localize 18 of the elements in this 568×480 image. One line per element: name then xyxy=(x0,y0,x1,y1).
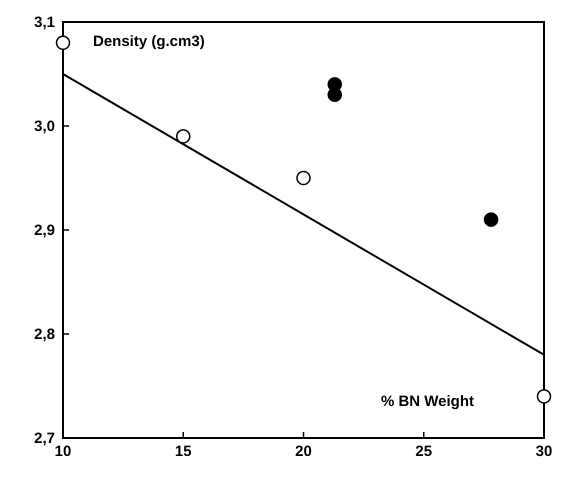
y-axis-title: Density (g.cm3) xyxy=(93,33,205,50)
y-tick-label: 3,0 xyxy=(34,118,55,135)
point xyxy=(56,36,70,50)
x-tick-label: 25 xyxy=(415,443,432,460)
point xyxy=(328,88,342,102)
point xyxy=(536,389,552,404)
y-tick-label: 2,8 xyxy=(34,326,55,343)
x-tick-label: 15 xyxy=(174,443,192,460)
y-tick-label: 3,1 xyxy=(34,14,55,31)
point xyxy=(296,170,311,186)
point xyxy=(176,129,190,144)
x-axis-title: % BN Weight xyxy=(380,393,474,410)
y-tick-label: 2,7 xyxy=(34,430,55,447)
x-tick-label: 30 xyxy=(536,443,552,460)
x-tick-label: 20 xyxy=(295,443,312,460)
x-tick-label: 10 xyxy=(54,443,72,460)
y-tick-label: 2,9 xyxy=(34,222,55,239)
point xyxy=(484,212,498,227)
